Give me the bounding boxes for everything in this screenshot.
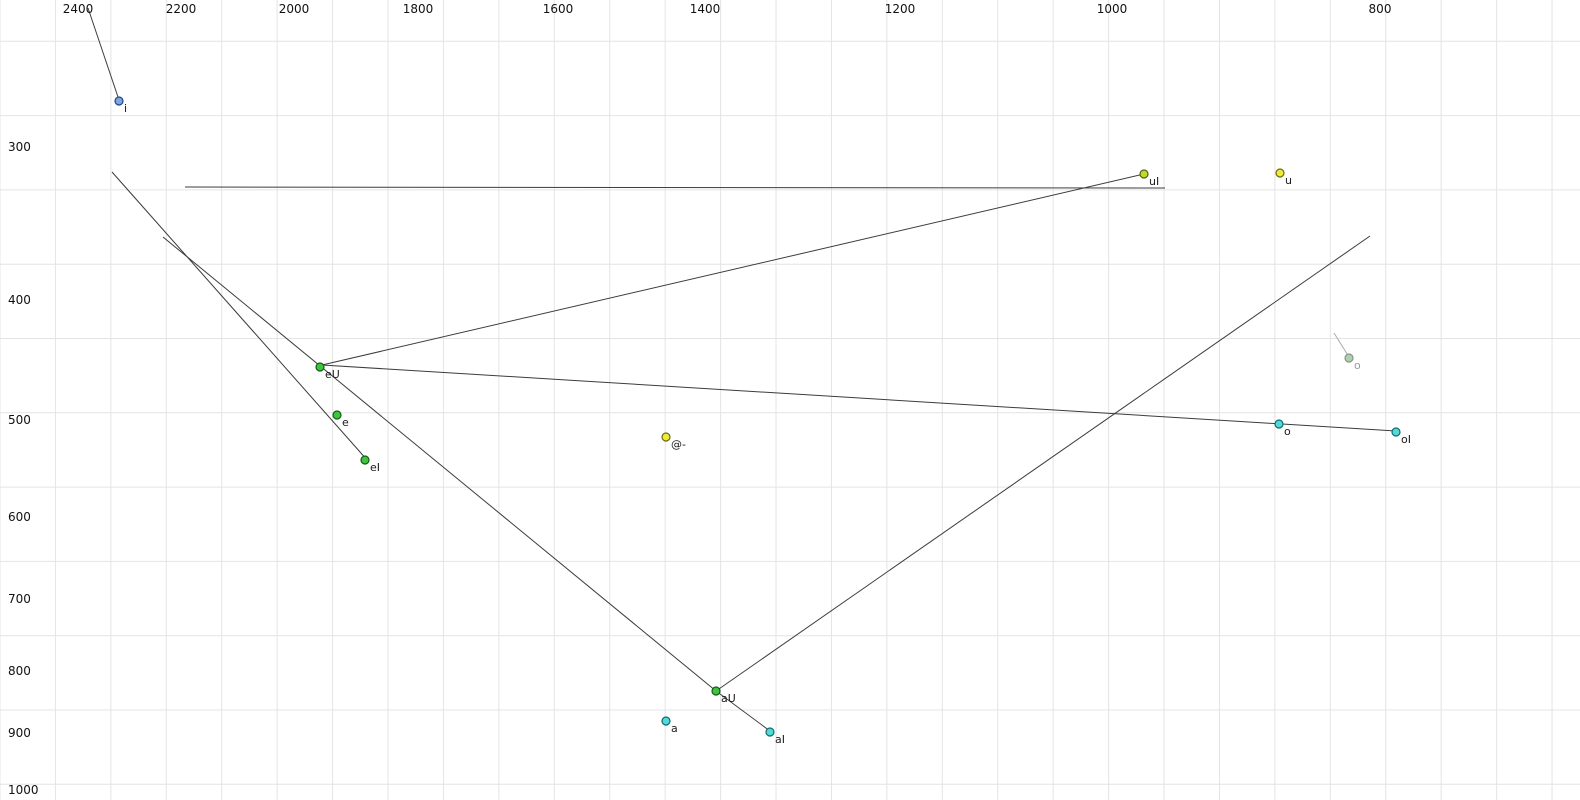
- trajectory-layer: [87, 7, 1397, 732]
- x-tick-2200: 2200: [166, 2, 197, 16]
- vowel-label-e: e: [342, 416, 349, 429]
- trajectory-line-eU-to-oI: [321, 364, 1397, 432]
- vowel-label-eU: eU: [325, 368, 340, 381]
- x-tick-1400: 1400: [690, 2, 721, 16]
- vowel-point-aI[interactable]: [765, 727, 775, 737]
- vowel-point-eI[interactable]: [360, 455, 370, 465]
- y-tick-1000: 1000: [8, 783, 39, 797]
- vowel-point-oI[interactable]: [1391, 427, 1401, 437]
- trajectory-line-left-to-aU: [162, 236, 717, 692]
- x-tick-2000: 2000: [279, 2, 310, 16]
- trajectory-line-i-tail: [87, 7, 120, 101]
- vowel-label-a: a: [671, 722, 678, 735]
- y-tick-700: 700: [8, 592, 31, 606]
- x-tick-1800: 1800: [403, 2, 434, 16]
- vowel-label-u: u: [1285, 174, 1292, 187]
- y-tick-600: 600: [8, 510, 31, 524]
- x-tick-1600: 1600: [543, 2, 574, 16]
- vowel-point-e[interactable]: [332, 410, 342, 420]
- x-tick-1000: 1000: [1097, 2, 1128, 16]
- vowel-label-schwa: @-: [671, 438, 686, 451]
- vowel-label-eI: eI: [370, 461, 380, 474]
- y-tick-900: 900: [8, 726, 31, 740]
- x-tick-2400: 2400: [63, 2, 94, 16]
- vowel-label-uI: uI: [1149, 175, 1159, 188]
- axis-tick-layer: 2400 2200 2000 1800 1600 1400 1200 1000 800 300 40…: [8, 2, 1391, 797]
- vowel-label-aI: aI: [775, 733, 785, 746]
- trajectory-line-left-to-eI: [111, 171, 369, 462]
- vowel-point-u[interactable]: [1275, 168, 1285, 178]
- x-tick-800: 800: [1369, 2, 1392, 16]
- vowel-point-a[interactable]: [661, 716, 671, 726]
- vowel-point-aU[interactable]: [711, 686, 721, 696]
- trajectory-line-o-grey-tail: [1333, 332, 1350, 358]
- x-tick-1200: 1200: [885, 2, 916, 16]
- trajectory-line-aU-to-upper-right: [715, 235, 1371, 692]
- vowel-label-aU: aU: [721, 692, 736, 705]
- trajectory-line-top-horizontal: [184, 186, 1166, 189]
- vowel-label-oI: oI: [1401, 433, 1411, 446]
- y-tick-800: 800: [8, 664, 31, 678]
- vowel-label-i: i: [124, 102, 127, 115]
- vowel-point-uI[interactable]: [1139, 169, 1149, 179]
- y-tick-400: 400: [8, 293, 31, 307]
- vowel-label-o: o: [1284, 425, 1291, 438]
- vowel-point-o-grey[interactable]: [1344, 353, 1354, 363]
- vowel-point-i[interactable]: [114, 96, 124, 106]
- trajectory-line-uI-to-eU: [321, 173, 1145, 366]
- vowel-point-schwa[interactable]: [661, 432, 671, 442]
- y-tick-500: 500: [8, 413, 31, 427]
- y-tick-300: 300: [8, 140, 31, 154]
- vowel-label-o-grey: o: [1354, 359, 1361, 372]
- vowel-point-o[interactable]: [1274, 419, 1284, 429]
- vowel-point-eU[interactable]: [315, 362, 325, 372]
- trajectory-line-aU-to-aI: [715, 690, 771, 732]
- vowel-point-layer: i uI u eU e eI @- o o oI aU a aI: [114, 96, 1411, 746]
